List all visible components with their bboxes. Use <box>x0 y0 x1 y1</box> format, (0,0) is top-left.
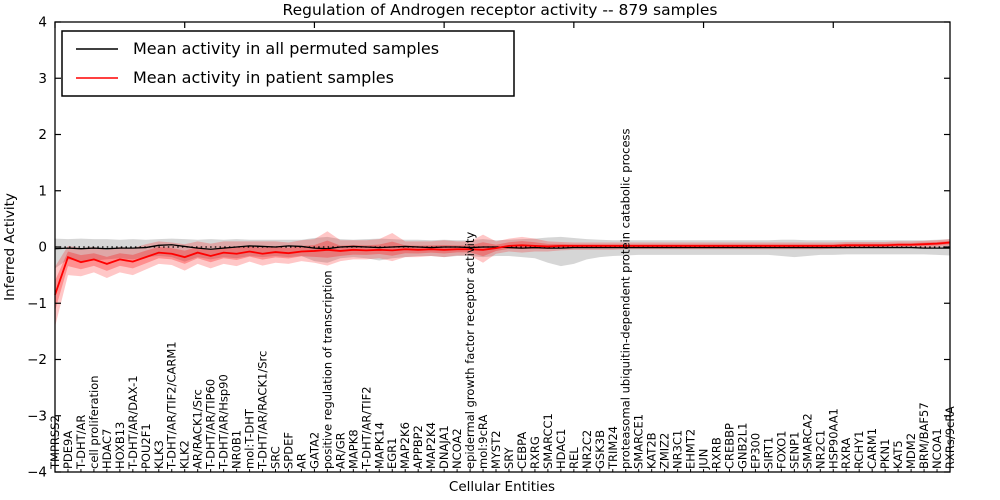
x-tick-label: AR/RACK1/Src <box>191 389 205 469</box>
y-tick-label: −4 <box>27 465 47 481</box>
x-tick-label: cell proliferation <box>87 375 101 469</box>
x-tick-label: NCOA1 <box>930 428 944 469</box>
x-tick-label: CREBBP <box>722 423 736 469</box>
x-tick-label: SIRT1 <box>761 437 775 469</box>
x-tick-label: HDAC7 <box>100 429 114 469</box>
x-tick-label: SRY <box>502 446 516 469</box>
legend: Mean activity in all permuted samples Me… <box>61 30 515 97</box>
x-tick-label: positive regulation of transcription <box>320 270 334 469</box>
x-tick-label: KAT5 <box>891 440 905 469</box>
x-tick-label: T-DHT/AR/Hsp90 <box>217 374 231 470</box>
series-lines <box>54 241 951 296</box>
y-tick-label: 0 <box>38 240 47 256</box>
x-tick-label: AR <box>294 453 308 469</box>
x-tick-label: proteasomal ubiquitin-dependent protein … <box>619 128 633 469</box>
x-tick-label: DNAJA1 <box>437 425 451 469</box>
x-tick-label: RXRA <box>839 438 853 469</box>
x-tick-label: POU2F1 <box>139 423 153 469</box>
x-tick-label: epidermal growth factor receptor activit… <box>463 232 477 469</box>
x-tick-label: SMARCA2 <box>800 413 814 469</box>
legend-label-patient: Mean activity in patient samples <box>133 68 394 87</box>
y-tick-label: −1 <box>27 296 47 312</box>
x-tick-label: MDM2 <box>904 433 918 469</box>
x-tick-label: T-DHT/AR/DAX-1 <box>126 375 140 470</box>
y-tick-label: −3 <box>27 408 47 424</box>
x-tick-label: RXRG <box>528 436 542 469</box>
x-tick-label: RXRB <box>710 437 724 469</box>
x-tick-label: HOXB13 <box>113 422 127 469</box>
x-tick-label: GATA2 <box>307 432 321 469</box>
x-tick-label: TMPRSS2 <box>48 415 62 470</box>
x-tick-label: PDE9A <box>61 431 75 469</box>
confidence-bands <box>55 231 950 327</box>
x-tick-label: T-DHT/AR <box>74 415 88 470</box>
y-axis-label: Inferred Activity <box>2 193 18 301</box>
x-tick-label: ZMIZ2 <box>658 433 672 469</box>
x-axis-label: Cellular Entities <box>449 479 555 495</box>
x-tick-label: EP300 <box>748 433 762 469</box>
x-tick-label: MYST2 <box>489 430 503 469</box>
x-tick-label: HDAC1 <box>554 429 568 469</box>
x-tick-label: SPDEF <box>281 432 295 469</box>
x-tick-label: SMARCE1 <box>632 414 646 469</box>
y-tick-label: 3 <box>38 71 47 87</box>
patient-band-outer <box>55 231 950 327</box>
x-tick-label: JUN <box>697 449 711 470</box>
x-tick-label: T-DHT/AR/TIP60 <box>204 379 218 470</box>
x-tick-label: EHMT2 <box>684 429 698 469</box>
x-tick-label: NR0B1 <box>230 430 244 469</box>
x-tick-label: AR/GR <box>333 432 347 469</box>
y-tick-label: 4 <box>38 15 47 31</box>
x-tick-label: MAP2K6 <box>398 422 412 469</box>
x-tick-label: HSP90AA1 <box>826 408 840 469</box>
x-tick-label: APPBP2 <box>411 425 425 469</box>
legend-box <box>61 30 515 97</box>
x-tick-label: KLK2 <box>178 440 192 469</box>
x-tick-label: FOXO1 <box>774 431 788 469</box>
x-tick-label: CARM1 <box>865 428 879 469</box>
patient-mean-line <box>54 241 951 296</box>
x-tick-label: SMARCC1 <box>541 413 555 469</box>
legend-label-permuted: Mean activity in all permuted samples <box>133 39 439 58</box>
x-tick-label: T-DHT/AR/TIF2/CARM1 <box>165 341 179 470</box>
y-tick-label: 1 <box>38 183 47 199</box>
x-tick-label: T-DHT/AR/TIF2 <box>359 386 373 470</box>
x-tick-label: mol:9cRA <box>476 415 490 469</box>
axes-layer: 4 3 2 1 0 −1 −2 −3 −4 <box>27 15 951 481</box>
x-tick-label: RCHY1 <box>852 431 866 469</box>
x-tick-label: mol:T-DHT <box>243 408 257 469</box>
y-tick-label: −2 <box>27 352 47 368</box>
x-tick-label: NR3C1 <box>671 430 685 469</box>
x-tick-label: REL <box>567 447 581 469</box>
x-tick-label: GNB2L1 <box>735 423 749 469</box>
x-tick-label: EGR1 <box>385 438 399 470</box>
x-tick-label: MAPK8 <box>346 429 360 469</box>
x-tick-label: SENP1 <box>787 432 801 469</box>
x-tick-label: PKN1 <box>878 439 892 469</box>
chart-title: Regulation of Androgen receptor activity… <box>283 1 718 19</box>
x-tick-label: KLK3 <box>152 440 166 469</box>
x-tick-label: KAT2B <box>645 432 659 469</box>
x-tick-label: T-DHT/AR/RACK1/Src <box>256 351 270 470</box>
x-tick-label: MAPK14 <box>372 422 386 469</box>
x-tick-label: NR2C1 <box>813 430 827 469</box>
x-tick-label: RXRs/9cRA <box>943 406 957 469</box>
x-tick-label: GSK3B <box>593 430 607 469</box>
permuted-band <box>55 236 950 269</box>
x-tick-label: BRM/BAF57 <box>917 402 931 469</box>
x-tick-label: SRC <box>269 446 283 469</box>
y-tick-label: 2 <box>38 127 47 143</box>
x-tick-label: CEBPA <box>515 432 529 469</box>
x-tick-label: NCOA2 <box>450 428 464 469</box>
x-tick-label: MAP2K4 <box>424 422 438 469</box>
x-tick-label: TRIM24 <box>606 426 620 470</box>
x-tick-label: NR2C2 <box>580 430 594 469</box>
